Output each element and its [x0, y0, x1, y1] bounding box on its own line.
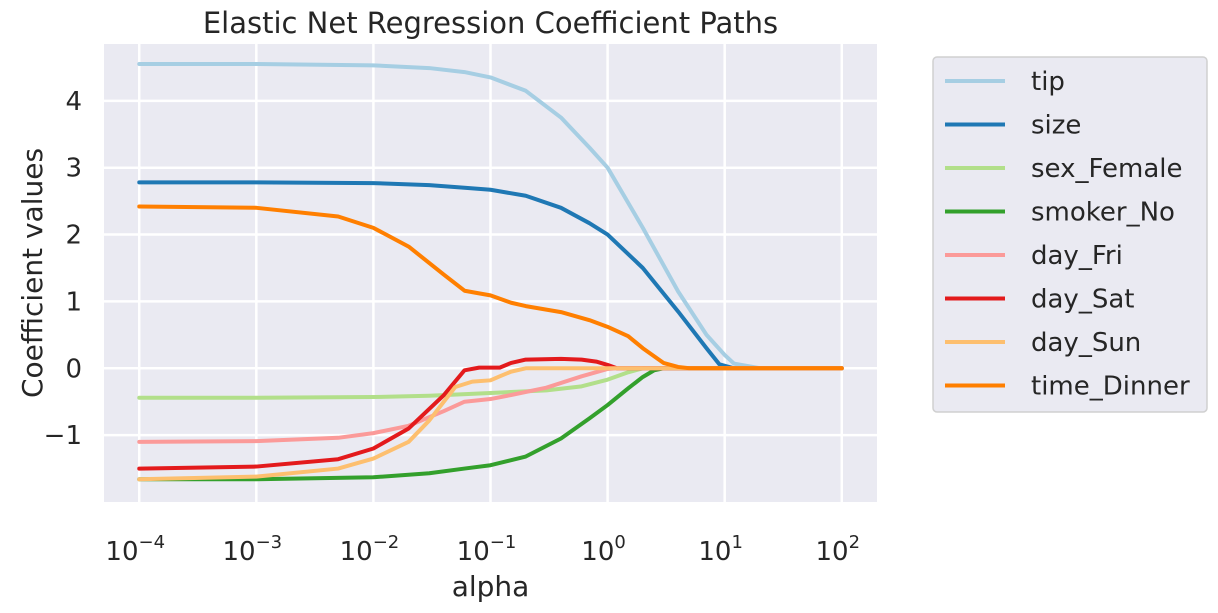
- y-tick-label: 1: [65, 287, 82, 317]
- legend-label: day_Sun: [1031, 328, 1141, 358]
- y-tick-label: −1: [44, 421, 82, 451]
- y-tick-label: 4: [65, 87, 82, 117]
- x-tick-label: 102: [815, 532, 860, 567]
- y-tick-label: 0: [65, 354, 82, 384]
- legend: tip size sex_Female smoker_No day_Fri day_Sat…: [932, 56, 1208, 413]
- series-line-tip: [137, 62, 844, 371]
- y-tick-label: 3: [65, 154, 82, 184]
- x-tick-label: 10−4: [105, 532, 165, 567]
- y-tick-label: 2: [65, 221, 82, 251]
- series-line-day-sun: [137, 366, 844, 482]
- legend-box: [932, 56, 1208, 413]
- legend-label: time_Dinner: [1031, 372, 1190, 402]
- legend-label: tip: [1031, 67, 1065, 97]
- series-lines: [137, 62, 844, 482]
- legend-label: sex_Female: [1031, 154, 1182, 184]
- series-line-smoker-no: [137, 366, 844, 482]
- series-line-time-dinner: [137, 204, 844, 371]
- legend-label: smoker_No: [1031, 198, 1175, 228]
- x-tick-label: 100: [581, 532, 626, 567]
- y-axis-label: Coefficient values: [16, 148, 49, 398]
- chart-title: Elastic Net Regression Coefficient Paths: [203, 6, 778, 40]
- series-line-day-sat: [137, 356, 844, 471]
- x-tick-label: 10−3: [223, 532, 283, 567]
- legend-label: day_Fri: [1031, 241, 1123, 271]
- x-tick-label: 10−1: [457, 532, 517, 567]
- legend-label: size: [1031, 111, 1081, 141]
- x-axis-ticks: 10−4 10−3 10−2 10−1 100 101 102: [105, 532, 860, 567]
- x-tick-label: 101: [698, 532, 743, 567]
- series-line-size: [137, 180, 844, 371]
- x-tick-label: 10−2: [340, 532, 400, 567]
- legend-label: day_Sat: [1031, 285, 1134, 315]
- x-axis-label: alpha: [452, 570, 530, 603]
- y-axis-ticks: −1 0 1 2 3 4: [44, 87, 82, 451]
